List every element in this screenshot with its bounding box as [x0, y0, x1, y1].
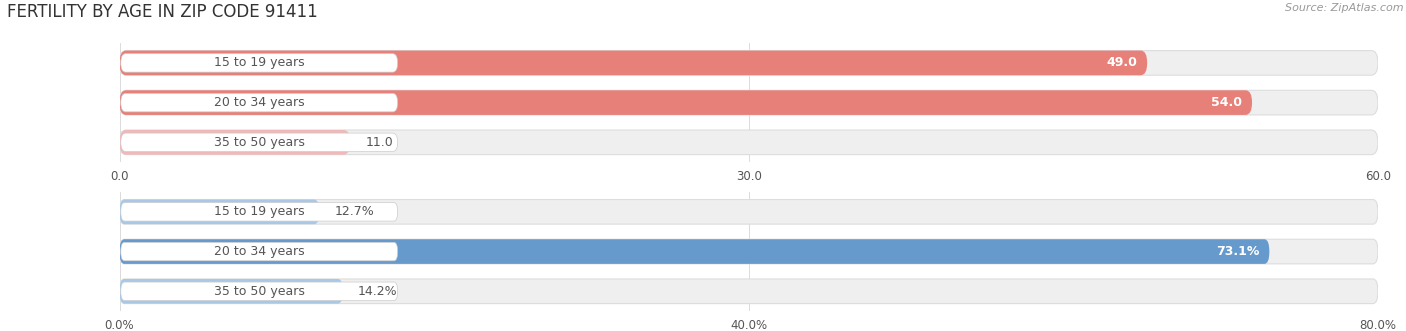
FancyBboxPatch shape [121, 133, 398, 152]
FancyBboxPatch shape [120, 130, 350, 155]
Text: Source: ZipAtlas.com: Source: ZipAtlas.com [1285, 3, 1403, 13]
Text: 20 to 34 years: 20 to 34 years [214, 96, 305, 109]
FancyBboxPatch shape [120, 90, 1251, 115]
Text: 14.2%: 14.2% [359, 285, 398, 298]
FancyBboxPatch shape [120, 51, 1147, 75]
Text: 15 to 19 years: 15 to 19 years [214, 56, 305, 70]
FancyBboxPatch shape [120, 239, 1378, 264]
FancyBboxPatch shape [121, 203, 398, 221]
FancyBboxPatch shape [120, 200, 319, 224]
Text: 11.0: 11.0 [366, 136, 394, 149]
Text: FERTILITY BY AGE IN ZIP CODE 91411: FERTILITY BY AGE IN ZIP CODE 91411 [7, 3, 318, 21]
FancyBboxPatch shape [120, 279, 1378, 304]
FancyBboxPatch shape [120, 200, 1378, 224]
Text: 54.0: 54.0 [1211, 96, 1241, 109]
FancyBboxPatch shape [121, 242, 398, 261]
Text: 73.1%: 73.1% [1216, 245, 1260, 258]
FancyBboxPatch shape [120, 51, 1378, 75]
Text: 12.7%: 12.7% [335, 205, 374, 218]
FancyBboxPatch shape [121, 282, 398, 301]
Text: 35 to 50 years: 35 to 50 years [214, 136, 305, 149]
FancyBboxPatch shape [120, 130, 1378, 155]
FancyBboxPatch shape [120, 239, 1270, 264]
FancyBboxPatch shape [121, 93, 398, 112]
Text: 35 to 50 years: 35 to 50 years [214, 285, 305, 298]
Text: 49.0: 49.0 [1107, 56, 1137, 70]
FancyBboxPatch shape [120, 279, 343, 304]
FancyBboxPatch shape [120, 90, 1378, 115]
Text: 20 to 34 years: 20 to 34 years [214, 245, 305, 258]
FancyBboxPatch shape [121, 54, 398, 72]
Text: 15 to 19 years: 15 to 19 years [214, 205, 305, 218]
